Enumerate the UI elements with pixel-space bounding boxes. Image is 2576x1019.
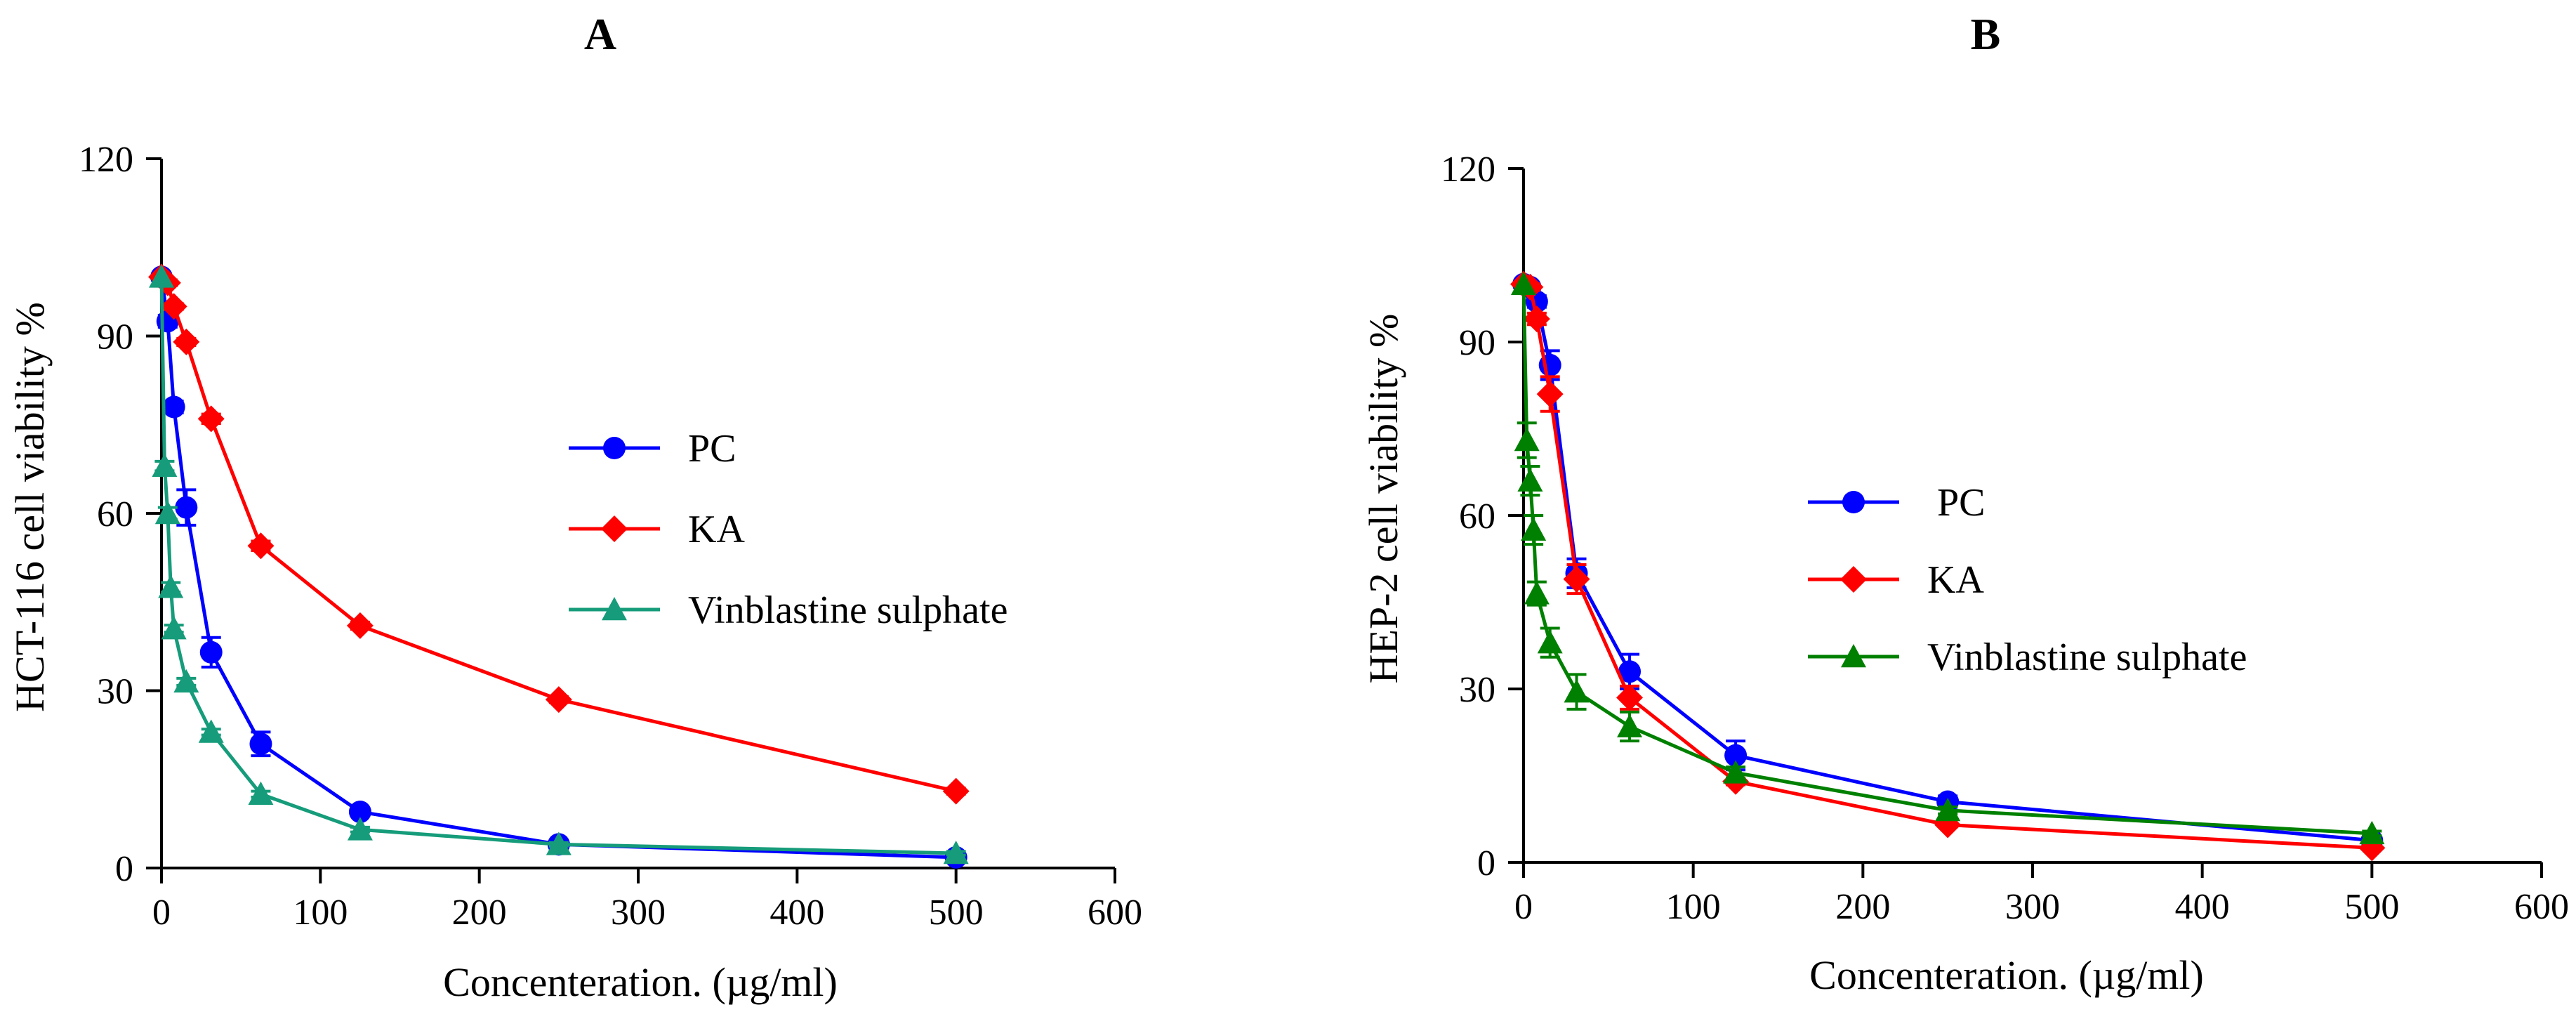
panel-a-series-vinblastine-sulphate-point [173, 669, 199, 693]
panel-a-legend-item-label: KA [688, 508, 745, 551]
panel-a-series-pc-point [162, 395, 185, 419]
panel-b-series-vinblastine-sulphate-point [1517, 468, 1543, 492]
panel-a-series-ka-point [197, 405, 225, 433]
panel-a-x-tick-label: 300 [611, 893, 666, 933]
panel-a-series-vinblastine-sulphate [149, 264, 969, 864]
panel-a-series-ka-point [545, 686, 572, 714]
panel-b-x-tick-label: 300 [2005, 887, 2060, 927]
panel-b-x-tick-label: 500 [2344, 887, 2399, 927]
panel-a-series-ka [148, 263, 970, 805]
panel-b: B Concenteration. (µg/ml) HEP-2 cell via… [1361, 9, 2569, 998]
panel-b-series-pc-point [1724, 744, 1748, 767]
panel-b-series-vinblastine-sulphate-point [1511, 271, 1536, 295]
panel-a-y-tick-label: 30 [97, 672, 133, 712]
panel-a-series-pc-point [199, 640, 223, 664]
panel-b-series-ka-point [1523, 305, 1550, 333]
panel-a-legend-item-marker [601, 515, 628, 542]
panel-b-series-pc-point [1618, 660, 1642, 683]
panel-b-series-vinblastine-sulphate-point [2359, 820, 2385, 845]
panel-a-series-ka-point [173, 328, 200, 355]
panel-b-y-tick-label: 90 [1459, 323, 1495, 363]
panel-a-axes: 0 100 200 300 400 500 600 0 30 60 90 120 [79, 140, 1142, 933]
panel-a-series-ka-point [346, 612, 374, 639]
panel-b-x-tick-label: 200 [1835, 887, 1890, 927]
panel-a-series [148, 263, 970, 869]
panel-a-x-tick-label: 0 [152, 893, 171, 933]
panel-a-series-vinblastine-sulphate-point [161, 616, 187, 640]
panel-a-series-vinblastine-sulphate-point [198, 719, 224, 743]
panel-a-series-pc-line [159, 276, 956, 860]
panel-a-series-vinblastine-sulphate-point [149, 264, 174, 288]
panel-a-y-tick-label: 120 [79, 140, 133, 180]
panel-a-y-tick-label: 90 [97, 317, 133, 357]
panel-a-series-pc-point [348, 801, 371, 824]
panel-a-series-vinblastine-sulphate-point [248, 781, 274, 806]
panel-b-series-ka-point [1616, 684, 1644, 711]
panel-b-legend-item-marker [1840, 566, 1867, 593]
panel-b-series-vinblastine-sulphate-point [1524, 581, 1550, 605]
panel-b-series-vinblastine-sulphate-point [1935, 797, 1961, 822]
panel-a-series-ka-point [160, 293, 187, 320]
panel-a-x-tick-label: 400 [770, 893, 824, 933]
panel-b-axes: 0 100 200 300 400 500 600 0 30 60 90 120 [1441, 150, 2569, 927]
panel-b-series-vinblastine-sulphate-point [1521, 517, 1547, 541]
panel-a-x-tick-label: 100 [293, 893, 348, 933]
panel-a-x-axis-title: Concenteration. (µg/ml) [443, 959, 838, 1005]
panel-b-series-ka-point [1563, 565, 1590, 593]
panel-b-series-vinblastine-sulphate-point [1723, 760, 1749, 784]
panel-b-legend-item-marker [1841, 644, 1866, 668]
panel-a-series-ka-line [160, 275, 957, 794]
panel-a-series-vinblastine-sulphate-point [152, 453, 178, 477]
panel-b-y-tick-label: 60 [1459, 497, 1495, 537]
panel-b-series [1510, 270, 2386, 862]
panel-a-legend-item-marker [602, 597, 627, 621]
panel-b-legend-item-label: PC [1927, 481, 1986, 525]
panel-b-y-tick-label: 0 [1477, 843, 1495, 883]
panel-b-legend-item-label: Vinblastine sulphate [1927, 636, 2247, 679]
panel-b-x-tick-label: 0 [1514, 887, 1533, 927]
panel-b-x-tick-label: 400 [2175, 887, 2230, 927]
panel-b-series-vinblastine-sulphate-point [1537, 630, 1563, 654]
panel-a-legend-item-marker [603, 437, 626, 459]
panel-a-series-pc [150, 265, 967, 869]
panel-b-legend-item-marker [1842, 491, 1865, 513]
panel-a-x-tick-label: 600 [1088, 893, 1142, 933]
panel-a-y-tick-label: 0 [115, 849, 133, 889]
panel-a-label: A [584, 9, 616, 59]
panel-a-series-vinblastine-sulphate-point [546, 831, 572, 855]
panel-a-x-tick-label: 200 [452, 893, 507, 933]
panel-b-y-axis-title: HEP-2 cell viability % [1361, 314, 1406, 684]
panel-b-series-ka-point [1536, 381, 1564, 408]
panel-b-x-axis-title: Concenteration. (µg/ml) [1809, 952, 2204, 998]
panel-b-y-tick-label: 30 [1459, 670, 1495, 710]
panel-a-x-tick-label: 500 [929, 893, 984, 933]
panel-a-legend-item-label: Vinblastine sulphate [688, 589, 1008, 632]
panel-a-series-vinblastine-sulphate-line [159, 277, 956, 855]
panel-a-legend: PC KA Vinblastine sulphate [569, 427, 1008, 632]
panel-a-legend-item-label: PC [688, 427, 737, 471]
panel-b-series-vinblastine-sulphate-point [1564, 679, 1590, 703]
panel-a-series-vinblastine-sulphate-point [347, 817, 373, 841]
panel-b-label: B [1971, 9, 2001, 59]
panel-a-series-vinblastine-sulphate-point [154, 501, 180, 525]
panel-a-y-axis-title: HCT-116 cell viability % [7, 302, 53, 712]
panel-a-series-pc-point [249, 732, 272, 756]
panel-b-x-tick-label: 600 [2514, 887, 2569, 927]
panel-b-y-tick-label: 120 [1441, 150, 1495, 190]
panel-b-legend: PC KA Vinblastine sulphate [1808, 481, 2247, 679]
panel-b-legend-item-label: KA [1927, 558, 1984, 602]
panel-a-series-vinblastine-sulphate-point [158, 574, 184, 598]
panel-b-series-vinblastine-sulphate-point [1617, 714, 1643, 737]
panel-a-series-pc-point [175, 496, 198, 519]
panel-a-series-ka-point [247, 532, 275, 560]
panel-b-series-vinblastine-sulphate [1511, 271, 2385, 845]
panel-a-series-vinblastine-sulphate-point [943, 840, 969, 864]
panel-a-y-tick-label: 60 [97, 494, 133, 534]
panel-b-series-vinblastine-sulphate-point [1514, 427, 1540, 452]
panel-a: A Concenteration. (µg/ml) HCT-116 cell v… [7, 9, 1142, 1005]
panel-a-series-ka-point [942, 777, 970, 805]
panel-b-x-tick-label: 100 [1666, 887, 1721, 927]
